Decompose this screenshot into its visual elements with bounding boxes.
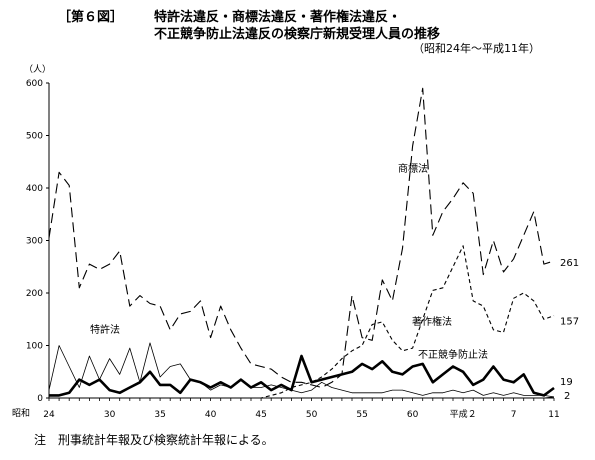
series-end-label: 2 (564, 391, 570, 402)
y-tick-label: 0 (37, 394, 43, 404)
chart-subtitle: （昭和24年～平成11年） (413, 42, 540, 55)
series-end-label: 157 (560, 317, 579, 328)
y-tick-label: 100 (26, 342, 43, 352)
x-tick-label: 24 (43, 410, 55, 420)
series-line-5 (49, 354, 555, 397)
y-tick-label: 500 (26, 132, 43, 142)
x-tick-label: 30 (104, 410, 116, 420)
series-line-3 (48, 342, 555, 398)
x-tick-label: 7 (511, 410, 517, 420)
series-line-2 (49, 245, 555, 399)
x-tick-label: 11 (548, 410, 559, 420)
footnote: 注 刑事統計年報及び検察統計年報による。 (34, 433, 274, 447)
series-end-label: 19 (560, 377, 573, 388)
y-tick-label: 300 (26, 237, 43, 247)
x-tick-label: 45 (255, 410, 266, 420)
series-annotation: 不正競争防止法 (418, 348, 488, 361)
x-axis-era-label: 昭和 (12, 409, 31, 419)
x-tick-label: 60 (407, 410, 419, 420)
x-tick-label: 平成２ (450, 408, 477, 420)
series-annotation: 著作権法 (412, 315, 452, 328)
y-tick-label: 400 (26, 184, 43, 194)
series-line-4 (49, 396, 555, 399)
chart-series (48, 87, 555, 399)
chart-title-line-1: 特許法違反・商標法違反・著作権法違反・ (154, 10, 402, 25)
x-tick-label: 55 (356, 410, 367, 420)
x-tick-label: 35 (154, 410, 165, 420)
series-end-label: 261 (560, 258, 579, 269)
series-annotation: 特許法 (90, 323, 120, 336)
chart-title-line-2: 不正競争防止法違反の検察庁新規受理人員の推移 (154, 27, 441, 42)
chart-ticks: 0 100 200 300 400 500 600 24 30 35 40 45 50 55 60 平成２ 7 1… (26, 79, 560, 420)
figure-number: ［第６図］ (58, 10, 124, 25)
y-axis-unit: （人） (24, 65, 52, 75)
x-tick-label: 50 (306, 410, 318, 420)
y-tick-label: 200 (26, 289, 43, 299)
y-tick-label: 600 (26, 79, 43, 89)
series-annotation: 商標法 (398, 162, 428, 175)
x-tick-label: 40 (205, 410, 217, 420)
series-line-1 (48, 87, 555, 389)
